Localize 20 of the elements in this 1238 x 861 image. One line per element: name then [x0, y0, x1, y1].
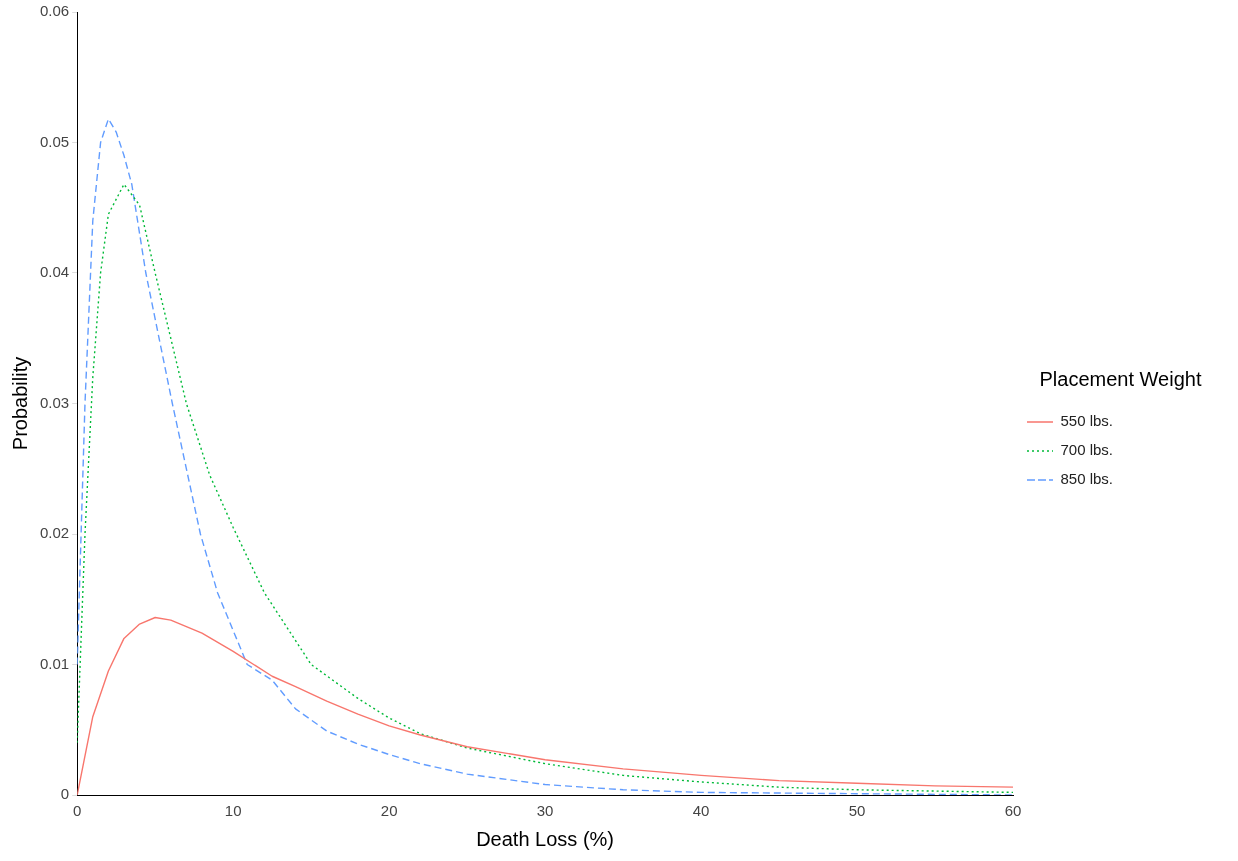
legend-label: 700 lbs. — [1060, 441, 1114, 459]
y-tick-label: 0.06 — [39, 2, 70, 20]
y-tick-label: 0.05 — [39, 132, 70, 150]
x-tick-label: 30 — [536, 802, 554, 820]
legend-title: Placement Weight — [1039, 368, 1202, 391]
y-tick-label: 0.01 — [39, 654, 70, 672]
x-tick-label: 50 — [848, 802, 866, 820]
y-tick-label: 0.04 — [39, 263, 70, 281]
y-tick-label: 0 — [60, 785, 70, 803]
y-tick-label: 0.02 — [39, 524, 70, 542]
y-tick-label: 0.03 — [39, 393, 70, 411]
x-tick-label: 40 — [692, 802, 710, 820]
legend-label: 550 lbs. — [1060, 412, 1114, 430]
x-tick-label: 10 — [224, 802, 242, 820]
x-tick-label: 0 — [73, 802, 82, 820]
x-axis-title: Death Loss (%) — [476, 827, 615, 850]
y-axis-title: Probability — [8, 356, 31, 451]
x-tick-label: 60 — [1004, 802, 1022, 820]
legend-label: 850 lbs. — [1060, 470, 1114, 488]
x-tick-label: 20 — [380, 802, 398, 820]
